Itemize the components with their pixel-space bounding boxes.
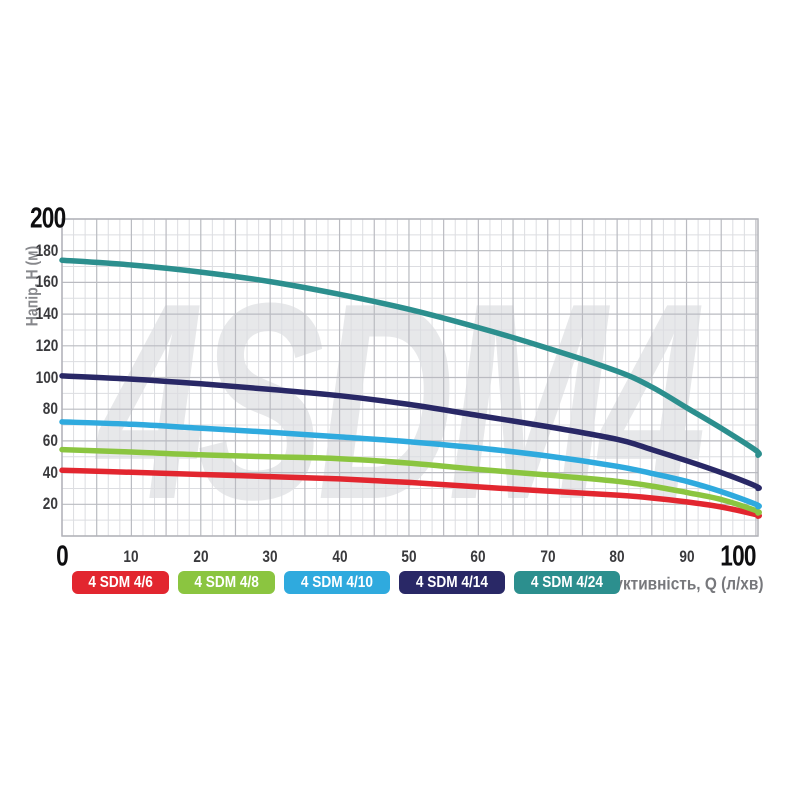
legend-badge-label: 4 SDM 4/24 <box>531 573 604 591</box>
x-tick-30: 30 <box>262 547 278 566</box>
y-tick-40: 40 <box>42 462 58 482</box>
x-tick-40: 40 <box>331 547 348 566</box>
legend-badge-4-sdm-4-8: 4 SDM 4/8 <box>178 571 276 594</box>
legend-badge-label: 4 SDM 4/10 <box>301 573 374 591</box>
y-tick-100: 100 <box>35 367 58 387</box>
x-tick-90: 90 <box>678 547 695 566</box>
curve-4-sdm-4-14 <box>59 373 762 492</box>
y-tick-120: 120 <box>35 335 58 355</box>
x-tick-60: 60 <box>470 547 486 566</box>
x-axis-title: Продуктивність, Q (л/хв) <box>574 573 763 594</box>
y-tick-60: 60 <box>42 430 58 450</box>
legend: 4 SDM 4/6 4 SDM 4/8 4 SDM 4/10 4 SDM 4/14 4 … <box>72 571 621 594</box>
legend-badge-label: 4 SDM 4/8 <box>194 573 260 591</box>
curve-4-sdm-4-10 <box>59 419 762 510</box>
legend-badge-label: 4 SDM 4/6 <box>88 573 153 591</box>
y-tick-140: 140 <box>35 304 58 324</box>
y-tick-80: 80 <box>42 399 58 419</box>
legend-badge-4-sdm-4-24: 4 SDM 4/24 <box>514 571 621 594</box>
curve-4-sdm-4-8 <box>59 446 762 516</box>
legend-badge-4-sdm-4-10: 4 SDM 4/10 <box>284 571 391 594</box>
legend-badge-4-sdm-4-6: 4 SDM 4/6 <box>72 571 170 594</box>
curve-4-sdm-4-6 <box>59 467 762 519</box>
legend-badge-4-sdm-4-14: 4 SDM 4/14 <box>399 571 506 594</box>
y-tick-180: 180 <box>35 240 58 260</box>
x-tick-70: 70 <box>540 547 556 566</box>
x-tick-100: 100 <box>720 540 756 573</box>
y-tick-200: 200 <box>29 202 66 235</box>
y-tick-160: 160 <box>35 272 58 292</box>
x-tick-80: 80 <box>609 547 625 566</box>
x-tick-50: 50 <box>401 547 417 566</box>
x-tick-0: 0 <box>56 540 69 573</box>
legend-badge-label: 4 SDM 4/14 <box>416 573 489 591</box>
curve-4-sdm-4-24 <box>59 257 762 458</box>
x-tick-20: 20 <box>193 547 209 566</box>
y-tick-20: 20 <box>42 494 58 514</box>
x-tick-10: 10 <box>123 547 139 566</box>
